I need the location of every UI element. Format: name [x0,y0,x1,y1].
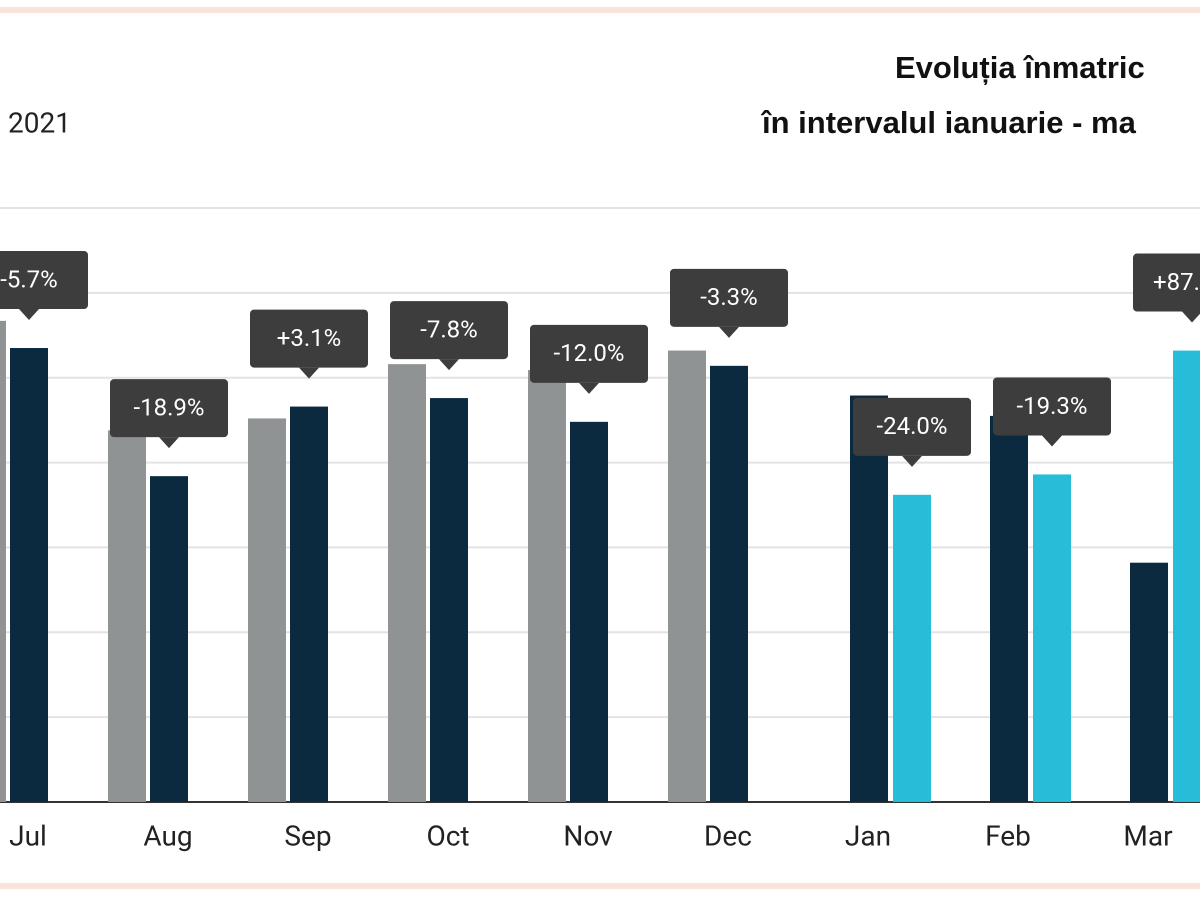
annotation-pointer [19,309,39,321]
annotation-label: +87.6% [1153,268,1200,296]
annotation-label: -18.9% [133,393,204,421]
bar [570,421,608,802]
bar [0,320,6,802]
bar [1173,350,1200,802]
annotation-box [1133,253,1200,312]
annotation-label: -12.0% [553,339,624,367]
x-tick-label: Feb [985,819,1031,852]
annotation-label: -24.0% [876,412,947,440]
x-tick-label: Jan [845,819,891,852]
bar [150,476,188,802]
chart-subtitle: în intervalul ianuarie - ma [760,105,1137,140]
bar [1033,474,1071,802]
bar [10,348,48,802]
annotation-pointer [439,359,459,371]
bar [668,350,706,802]
x-tick-label: Aug [143,819,192,852]
bar [108,430,146,802]
bar [290,406,328,802]
annotation-pointer [159,437,179,449]
annotation-pointer [579,382,599,394]
annotation-label: -19.3% [1016,392,1087,420]
annotation-box [250,309,368,368]
bar [1130,562,1168,802]
bar [430,398,468,802]
annotation-box [390,301,508,360]
bar [710,365,748,802]
annotation-pointer [1182,311,1200,323]
annotation-pointer [719,326,739,338]
annotation-label: -5.7% [0,265,58,293]
annotation-box [530,324,648,383]
bottom-border [0,883,1200,889]
bar [248,418,286,802]
annotation-label: +3.1% [277,324,342,352]
annotation-pointer [1042,435,1062,447]
x-tick-label: Sep [284,819,331,852]
chart-title: Evoluția înmatric [895,50,1145,85]
top-border [0,7,1200,13]
bar [528,370,566,802]
x-tick-label: Mar [1123,819,1173,852]
x-tick-label: Oct [426,819,469,852]
x-tick-label: Nov [563,819,613,852]
annotation-box [0,251,88,310]
annotation-box [993,377,1111,436]
annotation-label: -3.3% [700,283,758,311]
bar [990,415,1028,802]
bar [893,494,931,802]
legend-label: 2021 [8,106,71,139]
bar [850,395,888,802]
annotation-label: -7.8% [420,315,478,343]
annotation-box [853,397,971,456]
bar [388,364,426,802]
x-tick-label: Dec [704,819,752,852]
x-tick-label: Jul [9,819,47,852]
annotation-pointer [902,455,922,467]
annotation-box [110,379,228,438]
annotation-box [670,268,788,327]
annotation-pointer [299,367,319,379]
